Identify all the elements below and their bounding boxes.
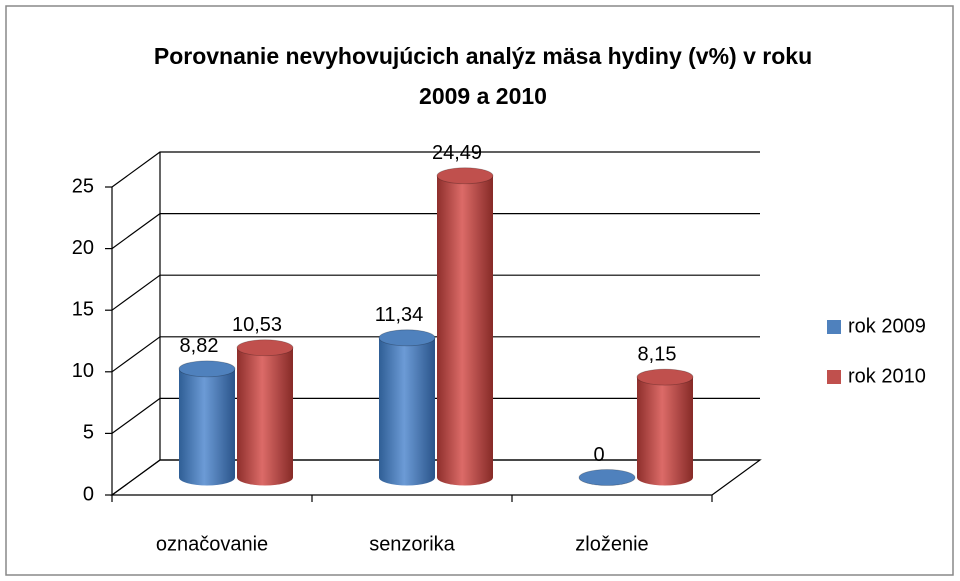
bar-body — [379, 337, 436, 486]
y-tick-label: 0 — [83, 483, 94, 505]
data-label: 8,15 — [638, 343, 677, 365]
grid-line — [111, 213, 760, 250]
legend-label: rok 2009 — [848, 315, 926, 337]
bar-top — [578, 469, 636, 486]
y-tick-label: 10 — [72, 360, 94, 382]
grid-line — [111, 397, 760, 434]
bar — [578, 469, 636, 486]
y-tick-label: 20 — [72, 237, 94, 259]
bar-body — [179, 368, 236, 486]
y-tick-label: 5 — [83, 422, 94, 444]
legend-label: rok 2010 — [848, 365, 926, 387]
chart-title: Porovnanie nevyhovujúcich analýz mäsa hy… — [153, 43, 813, 109]
data-label: 0 — [593, 444, 604, 466]
bar-body — [637, 377, 693, 486]
data-label: 24,49 — [432, 142, 482, 164]
legend-swatch — [827, 320, 841, 334]
bar-top — [236, 339, 294, 357]
grid-line — [111, 459, 760, 496]
bar-top — [378, 329, 436, 347]
data-label: 8,82 — [180, 335, 219, 357]
bar-body — [237, 347, 293, 486]
bar-top — [178, 360, 236, 378]
x-tick-label: označovanie — [156, 533, 268, 555]
bar — [178, 360, 236, 486]
y-tick-label: 25 — [72, 175, 94, 197]
data-label: 11,34 — [375, 304, 424, 326]
bar — [378, 329, 436, 486]
bar-body — [437, 175, 493, 486]
x-tick-label: senzorika — [369, 533, 455, 555]
bar — [436, 167, 494, 486]
grid-line — [111, 151, 760, 188]
bar — [636, 368, 694, 486]
bar-top — [436, 167, 494, 185]
x-tick-label: zloženie — [575, 533, 648, 555]
y-tick-label: 15 — [72, 298, 94, 320]
grid-line — [111, 274, 760, 311]
data-label: 10,53 — [232, 314, 282, 336]
bar — [236, 339, 294, 486]
grid-line — [111, 336, 760, 373]
legend-swatch — [827, 370, 841, 384]
bar-top — [636, 368, 694, 386]
